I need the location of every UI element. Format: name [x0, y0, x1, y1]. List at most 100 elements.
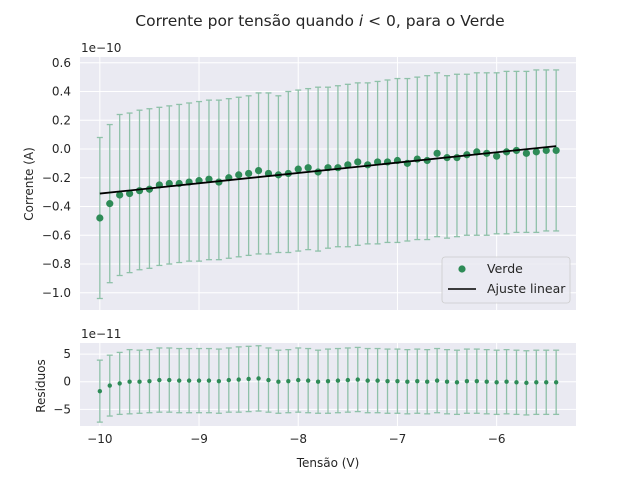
main-data-point: [552, 146, 560, 155]
residual-data-point: [444, 379, 450, 384]
residual-data-point: [434, 378, 440, 383]
main-data-point: [453, 154, 461, 162]
chart-title-suffix: < 0, para o Verde: [363, 12, 505, 30]
residual-data-point: [305, 378, 311, 383]
residual-y-tick-label: −5: [53, 402, 71, 416]
main-data-point: [245, 169, 253, 178]
residual-data-point: [117, 381, 122, 386]
main-y-tick-label: −0.2: [42, 171, 71, 185]
residual-data-point: [494, 380, 499, 385]
residual-data-point: [524, 380, 529, 386]
main-data-point: [235, 171, 243, 179]
residual-x-tick-label: −9: [190, 432, 208, 446]
main-fit-line: [99, 145, 557, 195]
residual-data-point: [107, 383, 112, 388]
residual-data-point: [454, 380, 460, 385]
residual-x-tick-label: −7: [389, 432, 407, 446]
main-data-marks: [96, 69, 560, 300]
legend-box: [441, 256, 571, 304]
main-y-tick-label: 0.4: [52, 85, 71, 99]
residual-data-point: [325, 378, 331, 384]
residual-data-point: [177, 378, 182, 383]
residual-data-point: [246, 376, 251, 382]
residual-data-point: [395, 378, 400, 384]
residual-data-point: [97, 388, 103, 394]
chart-title: Corrente por tensão quando i < 0, para o…: [135, 12, 504, 30]
residual-data-point: [375, 378, 380, 383]
residual-x-tick-label: −8: [289, 432, 307, 446]
residual-y-tick-label: 0: [63, 375, 71, 389]
main-data-point: [135, 187, 144, 195]
residual-data-point: [276, 379, 281, 384]
legend-label-fit: Ajuste linear: [487, 281, 566, 296]
main-offset-text: 1e−10: [81, 41, 121, 55]
main-y-tick-labels: −1.0 −0.8 −0.6 −0.4 −0.2 0.0 0.2 0.4 0.6: [42, 56, 71, 300]
residual-data-point: [186, 378, 192, 383]
x-axis-label: Tensão (V): [296, 456, 360, 470]
residual-data-point: [474, 378, 479, 384]
residual-data-point: [464, 378, 470, 384]
residual-data-point: [216, 378, 222, 384]
residual-x-tick-label: −6: [488, 432, 506, 446]
residual-data-point: [365, 378, 370, 383]
residual-data-point: [256, 376, 261, 381]
residual-data-point: [127, 379, 132, 384]
residual-data-point: [206, 378, 212, 383]
residual-data-point: [137, 379, 142, 384]
main-data-point: [126, 189, 134, 198]
main-data-point: [116, 191, 124, 199]
residual-x-tick-label: −10: [87, 432, 112, 446]
main-y-tick-label: 0.0: [52, 142, 71, 156]
chart-title-prefix: Corrente por tensão quando: [135, 12, 359, 30]
residual-data-point: [286, 378, 291, 384]
residual-data-point: [296, 377, 301, 383]
residual-data-point: [415, 378, 420, 384]
main-y-tick-label: −1.0: [42, 286, 71, 300]
main-data-point: [354, 158, 362, 166]
residual-data-point: [226, 377, 231, 383]
legend-label-verde: Verde: [487, 261, 523, 276]
main-y-tick-label: 0.6: [52, 56, 71, 70]
residual-y-axis-label: Resíduos: [34, 359, 48, 413]
main-data-point: [344, 161, 352, 169]
residual-data-point: [385, 378, 390, 384]
main-data-point: [254, 166, 263, 175]
residual-data-point: [266, 377, 271, 383]
residual-data-point: [157, 377, 162, 383]
main-y-tick-label: 0.2: [52, 113, 71, 127]
main-data-point: [205, 175, 213, 183]
main-y-axis-label: Corrente (A): [22, 147, 36, 221]
residual-data-point: [315, 379, 321, 384]
residual-data-point: [534, 380, 539, 385]
residual-data-marks: [96, 345, 560, 423]
main-y-tick-label: −0.4: [42, 200, 71, 214]
main-data-point: [532, 148, 540, 156]
main-data-point: [294, 165, 302, 173]
chart-title-variable: i: [359, 12, 364, 30]
residual-data-point: [504, 379, 509, 384]
residual-data-point: [425, 379, 430, 384]
residual-data-point: [514, 380, 519, 385]
residual-data-point: [335, 378, 341, 383]
residual-data-point: [147, 378, 152, 384]
main-y-tick-label: −0.8: [42, 257, 71, 271]
residual-y-tick-labels: −5 0 5: [53, 347, 71, 416]
main-y-tick-label: −0.6: [42, 228, 71, 242]
residual-data-point: [355, 377, 360, 382]
main-data-point: [96, 214, 104, 222]
residual-data-point: [484, 379, 489, 384]
legend-marker-verde: [458, 265, 466, 273]
residual-data-point: [196, 378, 202, 383]
residual-data-point: [544, 380, 549, 385]
residual-offset-text: 1e−11: [81, 327, 121, 341]
residual-data-point: [236, 377, 241, 382]
residual-data-point: [345, 377, 351, 383]
legend: Verde Ajuste linear: [441, 256, 571, 304]
main-data-point: [493, 152, 501, 160]
main-data-point: [304, 164, 312, 172]
main-data-point: [542, 146, 550, 155]
residual-x-tick-labels: −10 −9 −8 −7 −6: [87, 432, 505, 446]
main-data-point: [106, 200, 114, 208]
residual-y-tick-label: 5: [63, 347, 71, 361]
